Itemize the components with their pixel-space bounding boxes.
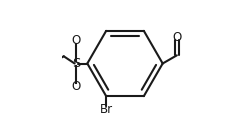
Text: O: O <box>172 31 182 44</box>
Text: O: O <box>72 34 81 46</box>
Text: Br: Br <box>100 103 113 116</box>
Text: O: O <box>72 81 81 93</box>
Text: S: S <box>72 57 80 70</box>
